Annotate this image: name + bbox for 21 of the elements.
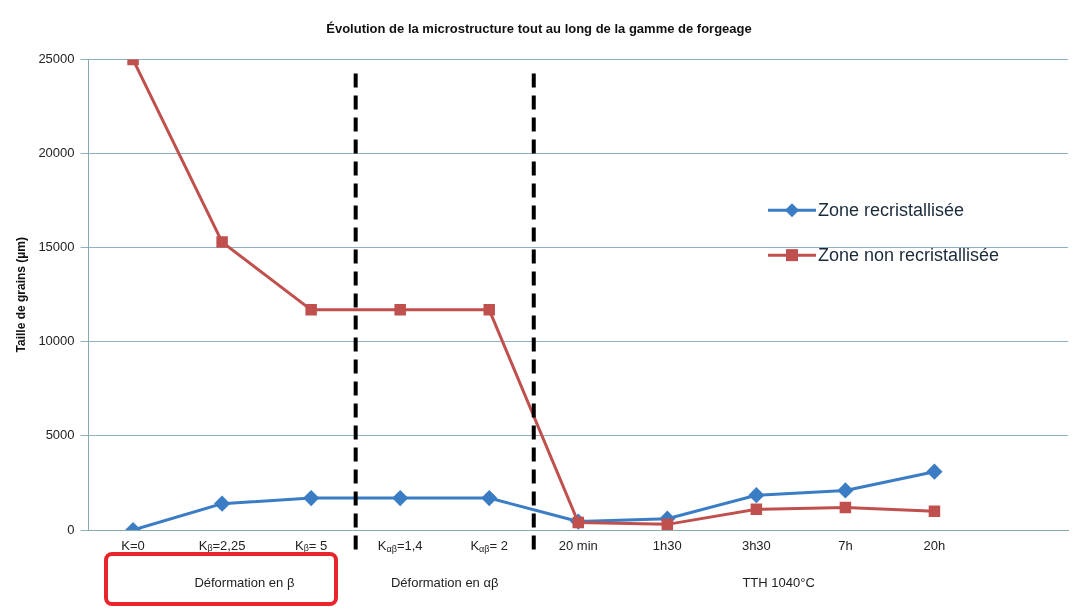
y-tick-label: 25000 bbox=[38, 51, 75, 67]
y-tick-label: 5000 bbox=[45, 427, 75, 443]
text: Déformation en αβ bbox=[390, 574, 499, 590]
chart-title: Évolution de la microstructure tout au long de la gamme de forgeage bbox=[326, 21, 752, 37]
x-tick-label: 1h30 bbox=[652, 537, 682, 553]
y-tick-label: 20000 bbox=[38, 145, 75, 161]
text: Déformation en β bbox=[194, 574, 295, 590]
x-tick-label: Kᵦ= 5 bbox=[295, 537, 328, 553]
x-tick-label: 20 min bbox=[558, 537, 598, 553]
x-tick-label: K=0 bbox=[121, 537, 145, 553]
legend-label: Zone non recristallisée bbox=[818, 245, 1000, 266]
y-axis-title: Taille de grains (µm) bbox=[13, 237, 28, 353]
x-tick-label: 7h bbox=[838, 537, 853, 553]
legend-label: Zone recristallisée bbox=[818, 200, 965, 221]
y-tick-label: 15000 bbox=[38, 239, 75, 255]
y-tick-label: 0 bbox=[67, 521, 75, 537]
x-tick-label: Kᵦ=2,25 bbox=[198, 537, 246, 553]
text: TTH 1040°C bbox=[742, 574, 815, 590]
y-tick-label: 10000 bbox=[38, 333, 75, 349]
x-tick-label: 20h bbox=[923, 537, 946, 553]
x-tick-label: 3h30 bbox=[741, 537, 771, 553]
